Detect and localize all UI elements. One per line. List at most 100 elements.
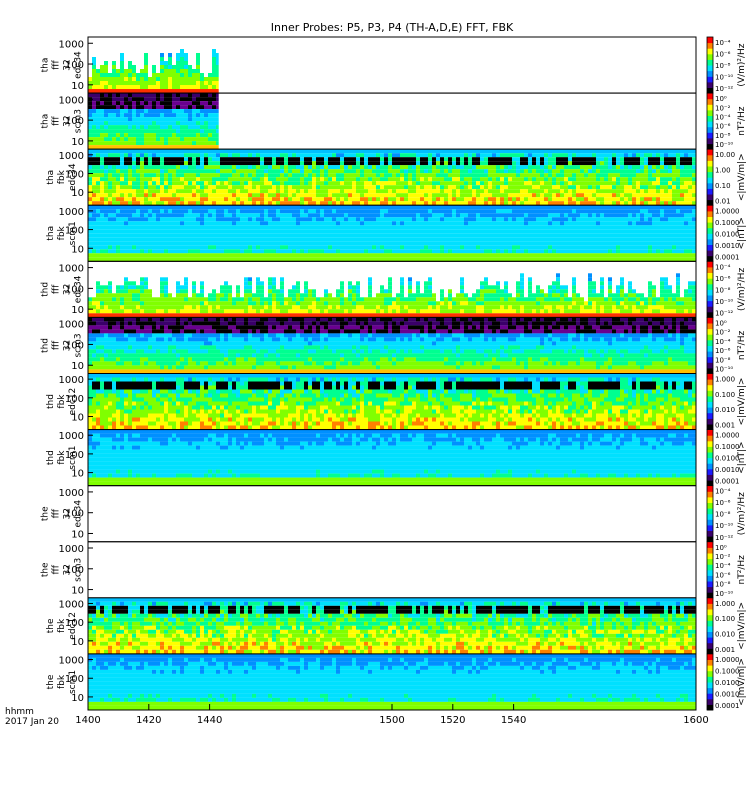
panel-label: fff: [52, 60, 62, 70]
x-axis-label: 2017 Jan 20: [5, 717, 59, 727]
panel-label: thd: [46, 450, 56, 465]
colorbar-tick-label: 10⁻¹⁰: [715, 522, 733, 530]
colorbar-tick-label: 0.001: [715, 422, 735, 430]
spectrogram-image: [88, 317, 696, 373]
colorbar-tick-label: 0.0010: [715, 690, 740, 698]
panel-label: fff: [52, 564, 62, 574]
colorbar-tick-label: 10⁰: [715, 544, 727, 552]
y-tick-label: 1000: [59, 544, 84, 555]
colorbar-tick-label: 10⁻⁴: [715, 562, 731, 570]
y-tick-label: 1000: [59, 95, 84, 106]
y-tick-label: 10: [71, 305, 84, 316]
panel-label: 32: [63, 115, 73, 126]
colorbar-tick-label: 0.10: [715, 182, 731, 190]
panel-label: the: [41, 506, 51, 521]
colorbar-tick-label: 0.100: [715, 615, 735, 623]
colorbar-tick-label: 10⁻⁸: [715, 356, 731, 364]
y-tick-label: 10: [71, 529, 84, 540]
colorbar-tick-label: 10⁻²: [715, 104, 731, 112]
y-tick-label: 1000: [59, 431, 84, 442]
colorbar-tick-label: 1.0000: [715, 207, 740, 215]
panel-label: tha: [46, 226, 56, 241]
panel-label: fbk: [57, 225, 67, 240]
panel-label: 32: [63, 508, 73, 519]
colorbar-tick-label: 10⁻¹²: [715, 309, 733, 317]
colorbar-tick-label: 10⁻²: [715, 553, 731, 561]
colorbar-tick-label: 10⁻⁸: [715, 581, 731, 589]
y-tick-label: 1000: [59, 375, 84, 386]
colorbar-tick-label: 0.001: [715, 646, 735, 654]
x-axis-label: hhmm: [5, 707, 34, 717]
colorbar-tick-label: 10⁻⁴: [715, 338, 731, 346]
colorbar-tick-label: 10⁻⁶: [715, 51, 731, 59]
panel-label: the: [46, 618, 56, 633]
colorbar-label: <|mV/m|>: [737, 658, 747, 706]
panel-label: 32: [63, 284, 73, 295]
panel-label: fbk: [57, 169, 67, 184]
colorbar-tick-label: 10⁻⁶: [715, 499, 731, 507]
colorbar-tick-label: 0.1000: [715, 443, 740, 451]
colorbar-tick-label: 1.0000: [715, 656, 740, 664]
panel-label: fff: [52, 284, 62, 294]
colorbar-tick-label: 10.00: [715, 151, 735, 159]
panel-label: edc12: [68, 612, 78, 640]
spectrogram-image: [88, 93, 219, 149]
colorbar-label: <|mV/m|>: [737, 153, 747, 201]
x-tick-label: 1400: [75, 715, 100, 726]
colorbar-tick-label: 10⁻⁸: [715, 511, 731, 519]
colorbar-tick-label: 0.010: [715, 406, 735, 414]
panel-label: fbk: [57, 618, 67, 633]
colorbar-tick-label: 10⁰: [715, 319, 727, 327]
colorbar-tick-label: 0.010: [715, 631, 735, 639]
x-tick-label: 1420: [136, 715, 161, 726]
spectrogram-image: [88, 430, 696, 486]
colorbar-label: nT²/Hz: [737, 106, 747, 136]
colorbar-tick-label: 10⁻⁴: [715, 39, 731, 47]
colorbar-tick-label: 10⁻¹⁰: [715, 298, 733, 306]
panel-label: fff: [52, 116, 62, 126]
colorbar-tick-label: 0.1000: [715, 667, 740, 675]
colorbar-tick-label: 10⁻¹²: [715, 534, 733, 542]
panel-label: thd: [41, 338, 51, 353]
x-tick-label: 1440: [197, 715, 222, 726]
panel-label: scm1: [68, 221, 78, 245]
y-tick-label: 10: [71, 137, 84, 148]
colorbar-tick-label: 10⁻¹⁰: [715, 74, 733, 82]
panel-label: fff: [52, 340, 62, 350]
y-tick-label: 1000: [59, 488, 84, 499]
colorbar-label: <|nT|>: [737, 217, 747, 249]
colorbar-label: (V/m)²/Hz: [737, 492, 747, 535]
y-tick-label: 1000: [59, 151, 84, 162]
colorbar-label: (V/m)²/Hz: [737, 43, 747, 86]
colorbar-label: <|nT|>: [737, 441, 747, 473]
colorbar-tick-label: 10⁻¹²: [715, 85, 733, 93]
panel-label: 32: [63, 340, 73, 351]
colorbar-tick-label: 1.00: [715, 167, 731, 175]
panel-label: tha: [41, 114, 51, 129]
colorbar-label: nT²/Hz: [737, 331, 747, 361]
colorbar-tick-label: 10⁻⁴: [715, 114, 731, 122]
colorbar-tick-label: 10⁻²: [715, 329, 731, 337]
colorbar-tick-label: 10⁻¹⁰: [715, 590, 733, 598]
colorbar-tick-label: 10⁻⁶: [715, 571, 731, 579]
panel-frame: [88, 486, 696, 542]
panel-label: edc34: [74, 51, 84, 79]
x-tick-label: 1540: [501, 715, 526, 726]
panel-label: tha: [46, 170, 56, 185]
y-tick-label: 1000: [59, 320, 84, 331]
colorbar-tick-label: 1.000: [715, 600, 735, 608]
y-tick-label: 1000: [59, 207, 84, 218]
colorbar-tick-label: 10⁻⁶: [715, 275, 731, 283]
y-tick-label: 1000: [59, 656, 84, 667]
